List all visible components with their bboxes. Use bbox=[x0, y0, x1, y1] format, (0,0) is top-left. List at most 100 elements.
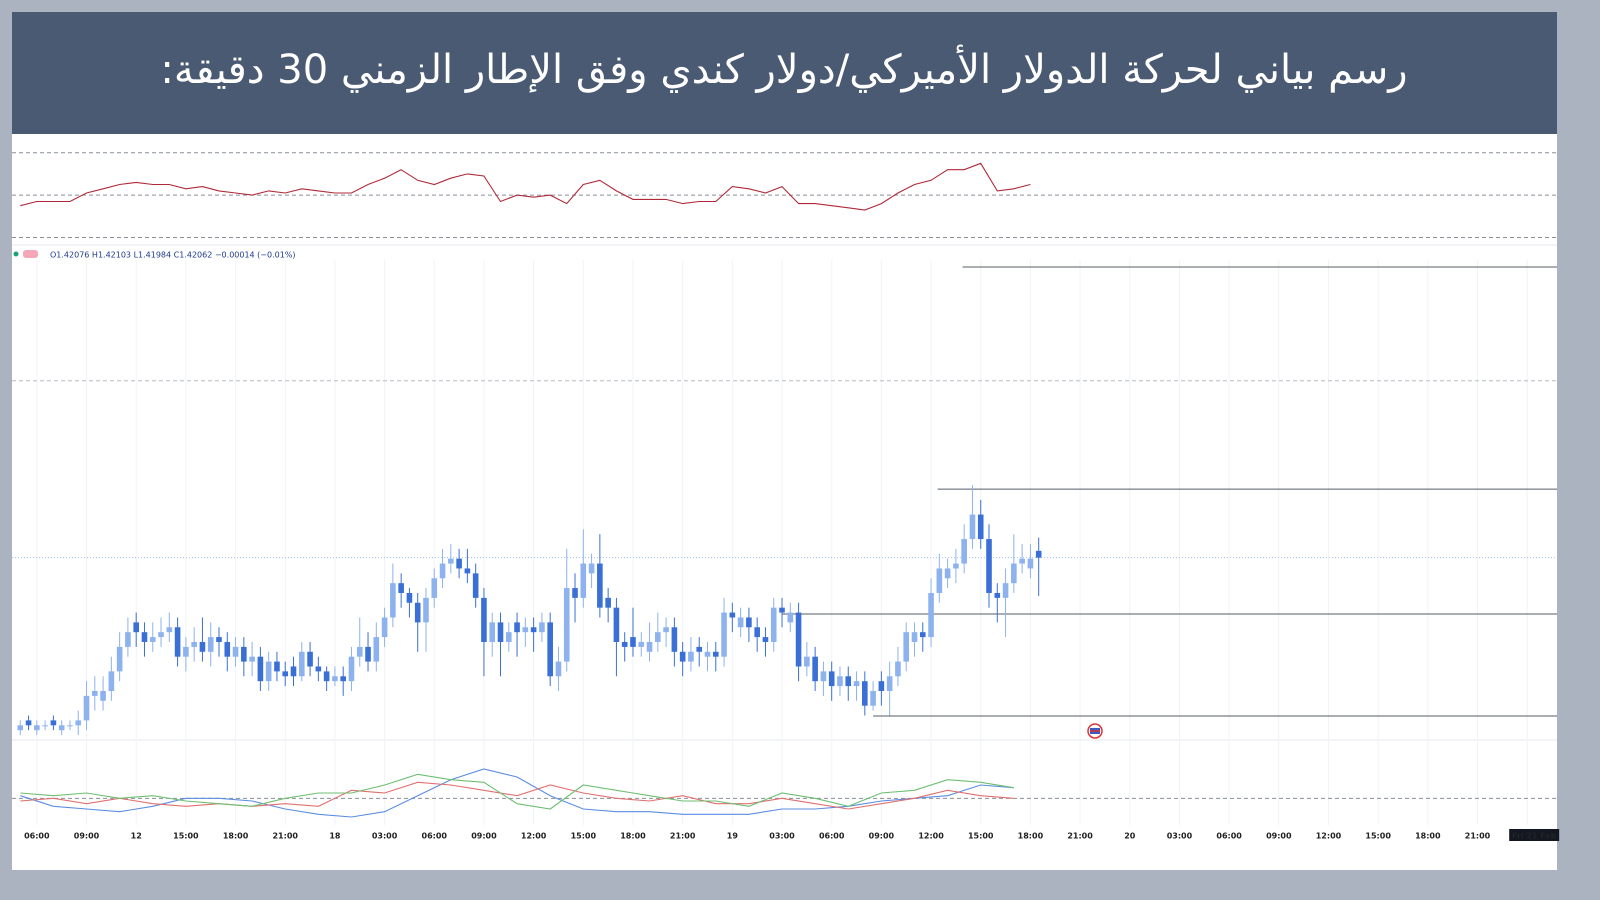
candle-body bbox=[514, 622, 520, 633]
candle-body bbox=[977, 514, 984, 540]
candle-body bbox=[307, 651, 313, 667]
candle-body bbox=[183, 646, 189, 657]
candle-body bbox=[472, 573, 479, 598]
candle-body bbox=[588, 563, 595, 574]
x-tick-label: 12:00 bbox=[918, 832, 944, 841]
candle-body bbox=[572, 588, 578, 598]
x-tick-label: Fri 21 Feb bbox=[1512, 832, 1557, 841]
x-tick-label: 19 bbox=[727, 832, 739, 841]
candle-body bbox=[207, 637, 214, 652]
x-tick-label: 03:00 bbox=[1167, 832, 1193, 841]
x-tick-label: 06:00 bbox=[819, 832, 845, 841]
candle-body bbox=[845, 676, 852, 687]
candle-body bbox=[729, 612, 736, 618]
candle-body bbox=[42, 725, 48, 727]
candle-body bbox=[630, 637, 636, 647]
candle-body bbox=[621, 641, 628, 647]
candle-body bbox=[721, 612, 727, 657]
candle-body bbox=[423, 597, 429, 623]
candle-body bbox=[828, 671, 835, 687]
candle-body bbox=[969, 514, 976, 540]
candle-body bbox=[365, 646, 371, 662]
candle-body bbox=[141, 632, 148, 642]
candle-body bbox=[257, 656, 264, 682]
candle-body bbox=[456, 558, 462, 569]
candle-body bbox=[944, 568, 951, 579]
candle-body bbox=[505, 632, 512, 642]
candle-body bbox=[166, 627, 173, 633]
x-tick-label: 03:00 bbox=[769, 832, 795, 841]
x-tick-label: 21:00 bbox=[272, 832, 298, 841]
candle-body bbox=[911, 632, 918, 642]
candle-body bbox=[605, 597, 611, 608]
candle-body bbox=[746, 617, 752, 628]
candle-body bbox=[903, 632, 910, 662]
candle-body bbox=[398, 583, 404, 593]
x-tick-label: 18:00 bbox=[223, 832, 249, 841]
candle-body bbox=[298, 651, 305, 677]
candle-body bbox=[100, 690, 106, 701]
candle-body bbox=[216, 637, 222, 642]
candle-body bbox=[563, 588, 570, 662]
candle-body bbox=[497, 622, 504, 642]
candle-body bbox=[688, 651, 694, 662]
chart-title: رسم بياني لحركة الدولار الأميركي/دولار ك… bbox=[160, 44, 1407, 93]
indicator-line bbox=[20, 162, 1031, 211]
candle-body bbox=[232, 646, 239, 657]
candle-body bbox=[804, 656, 810, 667]
x-tick-label: 06:00 bbox=[422, 832, 448, 841]
candle-body bbox=[530, 627, 537, 633]
x-tick-label: 06:00 bbox=[24, 832, 50, 841]
candle-body bbox=[340, 676, 346, 682]
candle-body bbox=[895, 661, 901, 677]
candle-body bbox=[83, 695, 90, 721]
symbol-badge bbox=[23, 250, 38, 258]
candle-body bbox=[431, 578, 438, 598]
candle-body bbox=[580, 563, 587, 598]
candle-body bbox=[406, 592, 413, 603]
candle-body bbox=[17, 725, 24, 731]
x-tick-label: 18 bbox=[329, 832, 341, 841]
x-tick-label: 12:00 bbox=[521, 832, 547, 841]
candle-body bbox=[837, 676, 843, 687]
candle-body bbox=[613, 607, 620, 642]
candle-body bbox=[249, 656, 255, 662]
candle-body bbox=[356, 646, 363, 657]
candle-body bbox=[1035, 550, 1042, 558]
candle-body bbox=[953, 563, 959, 569]
candle-body bbox=[1027, 558, 1034, 569]
candle-body bbox=[679, 651, 686, 662]
candle-body bbox=[25, 720, 32, 726]
candle-body bbox=[241, 646, 247, 662]
x-tick-label: 15:00 bbox=[968, 832, 994, 841]
candle-body bbox=[108, 671, 115, 691]
candle-body bbox=[133, 622, 139, 633]
x-tick-label: 12 bbox=[131, 832, 142, 841]
candle-body bbox=[853, 681, 860, 687]
candle-body bbox=[522, 627, 529, 633]
candle-body bbox=[696, 646, 703, 652]
candle-body bbox=[315, 666, 322, 672]
candle-body bbox=[489, 622, 496, 642]
chart-panel bbox=[12, 134, 1557, 870]
candle-body bbox=[762, 637, 769, 642]
grid bbox=[36, 260, 1528, 825]
status-dot bbox=[13, 251, 19, 257]
candle-body bbox=[282, 671, 289, 677]
date-badge bbox=[1509, 829, 1560, 841]
candle-body bbox=[199, 641, 206, 652]
x-tick-label: 09:00 bbox=[1266, 832, 1292, 841]
candle-body bbox=[50, 720, 57, 726]
candle-body bbox=[646, 641, 653, 652]
x-tick-label: 09:00 bbox=[74, 832, 100, 841]
ohlc-legend: O1.42076 H1.42103 L1.41984 C1.42062 −0.0… bbox=[50, 251, 296, 260]
candle-body bbox=[555, 661, 562, 677]
candle-body bbox=[274, 661, 280, 672]
candle-body bbox=[373, 637, 380, 662]
candle-body bbox=[770, 607, 777, 642]
candle-body bbox=[464, 568, 471, 574]
candle-body bbox=[704, 651, 711, 657]
x-tick-label: 15:00 bbox=[571, 832, 597, 841]
candle-body bbox=[928, 592, 934, 638]
